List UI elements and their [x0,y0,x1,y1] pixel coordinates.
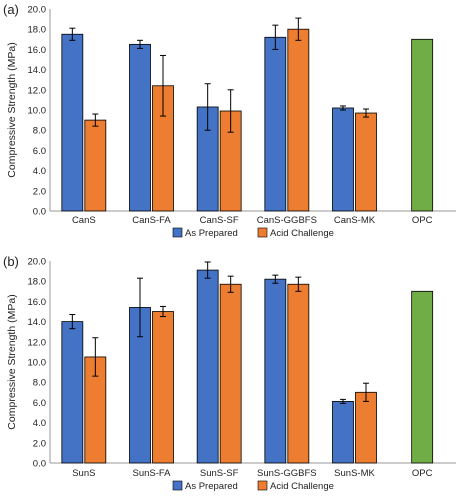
x-tick-label: CanS-MK [334,215,376,226]
x-tick-label: SunS [72,468,95,479]
bar [152,311,174,464]
x-tick-label: CanS-GGBFS [257,215,317,226]
bar [355,112,377,212]
legend-swatch [172,227,183,238]
x-tick-label: SunS-FA [132,468,171,479]
y-tick-label: 16.0 [28,297,47,308]
y-axis-label: Compressive Strength (MPa) [6,294,18,429]
legend-label: As Prepared [185,481,238,492]
legend-swatch [257,480,268,491]
bar [411,38,434,212]
y-tick-label: 12.0 [28,85,47,96]
y-axis-label: Compressive Strength (MPa) [6,42,18,177]
y-tick-label: 4.0 [33,166,46,177]
x-tick-label: OPC [412,468,433,479]
chart-panel-a: (a) Compressive Strength (MPa) 0.0 2.0 4.0 6.… [3,2,456,239]
legend-swatch [257,227,268,238]
bar [355,391,377,464]
bar [84,119,107,212]
y-tick-label: 10.0 [28,358,47,369]
y-tick-label: 16.0 [28,45,47,56]
y-tick-label: 14.0 [28,65,47,76]
x-tick-label: CanS-SF [200,215,239,226]
bar [219,283,242,464]
bar [129,43,151,212]
y-tick-label: 2.0 [33,438,46,449]
legend-label: Acid Challenge [270,228,334,239]
bar [332,400,354,464]
y-tick-label: 0.0 [33,207,46,218]
legend-label: Acid Challenge [270,481,334,492]
y-tick-label: 14.0 [28,317,47,328]
y-tick-label: 8.0 [33,378,46,389]
bar [264,278,287,464]
y-tick-label: 6.0 [33,398,46,409]
x-tick-label: CanS [72,215,96,226]
chart-panel-b: (b) Compressive Strength (MPa) 0.0 2.0 4.0 6.… [3,254,456,492]
y-tick-label: 6.0 [33,146,46,157]
panel-label: (a) [3,2,19,17]
bar [61,33,84,212]
y-tick-label: 12.0 [28,337,47,348]
panel-label: (b) [3,254,19,269]
bar [196,269,219,464]
y-tick-label: 4.0 [33,418,46,429]
bar [287,283,310,464]
x-tick-label: OPC [412,215,433,226]
x-tick-label: CanS-FA [132,215,171,226]
y-tick-label: 20.0 [28,257,47,268]
x-tick-label: SunS-MK [334,468,375,479]
y-tick-label: 18.0 [28,25,47,36]
x-tick-label: SunS-GGBFS [257,468,317,479]
bar [287,28,310,212]
y-tick-label: 18.0 [28,277,47,288]
bar [332,107,354,212]
bar [411,290,434,464]
y-tick-label: 20.0 [28,5,47,16]
y-tick-label: 2.0 [33,186,46,197]
y-tick-label: 8.0 [33,126,46,137]
legend-swatch [172,480,183,491]
y-tick-label: 10.0 [28,106,47,117]
bar [61,321,84,464]
y-tick-label: 0.0 [33,459,46,470]
bar [264,36,287,212]
legend-label: As Prepared [185,228,238,239]
x-tick-label: SunS-SF [200,468,239,479]
